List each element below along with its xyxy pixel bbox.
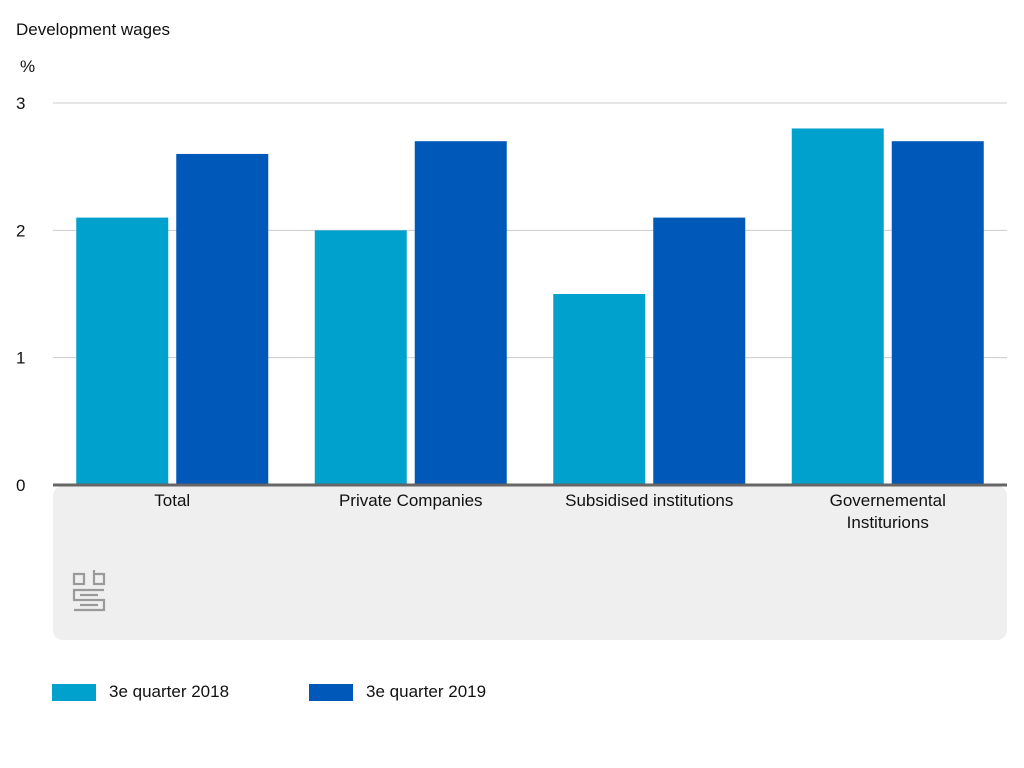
legend-item: 3e quarter 2018 (52, 682, 229, 702)
category-label-panel (53, 486, 1007, 640)
cbs-logo-icon (72, 570, 106, 612)
x-category-label: Governemental (830, 491, 946, 510)
legend-swatch (309, 683, 354, 701)
bar-chart: 0 1 2 3 Total Private Companies Subsidised in… (16, 94, 1007, 640)
y-axis-unit-label: % (20, 57, 36, 76)
legend-label: 3e quarter 2019 (366, 682, 487, 701)
y-tick-label: 2 (16, 221, 25, 240)
bar (314, 230, 407, 485)
y-axis-tick-labels: 0 1 2 3 (16, 94, 25, 495)
bar (653, 217, 746, 485)
bar (76, 217, 169, 485)
legend-item: 3e quarter 2019 (309, 682, 486, 702)
bar (553, 294, 646, 485)
legend-label: 3e quarter 2018 (109, 682, 230, 701)
bar (414, 141, 507, 485)
bar (791, 128, 884, 485)
x-category-label: Institurions (847, 513, 929, 532)
x-axis-category-labels: Total Private Companies Subsidised institu… (154, 491, 946, 532)
y-tick-label: 3 (16, 94, 25, 113)
bar (176, 153, 269, 485)
x-category-label: Subsidised institutions (565, 491, 733, 510)
bars (76, 128, 984, 485)
legend: 3e quarter 2018 3e quarter 2019 (52, 682, 486, 702)
x-category-label: Private Companies (339, 491, 483, 510)
bar (891, 141, 984, 485)
y-tick-label: 0 (16, 476, 25, 495)
legend-swatch (52, 683, 96, 701)
chart-title: Development wages (16, 20, 171, 39)
x-category-label: Total (154, 491, 190, 510)
y-tick-label: 1 (16, 349, 25, 368)
